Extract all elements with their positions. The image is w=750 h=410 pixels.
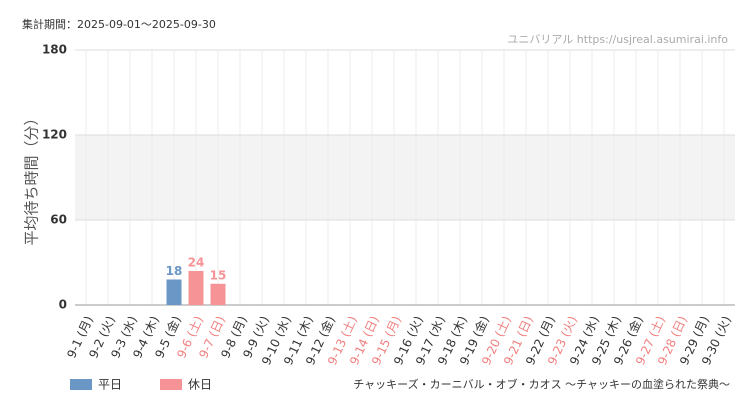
- bar: [166, 279, 182, 305]
- caption: チャッキーズ・カーニバル・オブ・カオス ～チャッキーの血塗られた祭典～: [353, 377, 730, 391]
- data-label: 18: [166, 264, 183, 278]
- data-label: 15: [210, 268, 227, 282]
- bar: [188, 271, 204, 305]
- legend-label: 休日: [188, 378, 212, 392]
- plot-band: [75, 135, 735, 220]
- bar: [210, 283, 226, 305]
- watermark: ユニバリアル https://usjreal.asumirai.info: [507, 33, 728, 46]
- legend-label: 平日: [98, 378, 122, 392]
- y-tick-label: 0: [59, 298, 67, 312]
- y-axis-label: 平均待ち時間（分）: [23, 110, 41, 245]
- y-tick-label: 60: [50, 213, 67, 227]
- chart-title: 集計期間：2025-09-01～2025-09-30: [22, 17, 216, 31]
- y-tick-label: 180: [42, 43, 67, 57]
- legend-swatch: [70, 379, 92, 390]
- y-tick-label: 120: [42, 128, 67, 142]
- data-label: 24: [188, 256, 205, 270]
- legend-swatch: [160, 379, 182, 390]
